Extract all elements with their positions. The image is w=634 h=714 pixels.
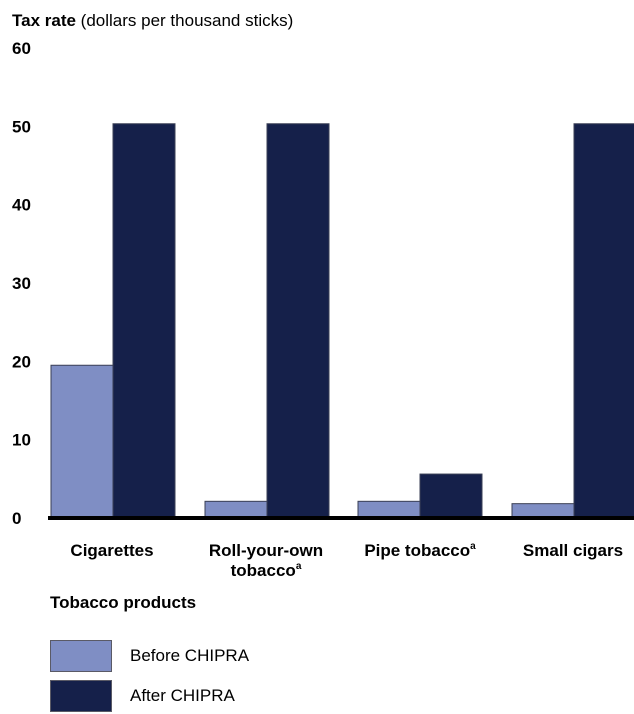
- footnote-marker: a: [470, 541, 476, 552]
- bar-before-3: [511, 503, 575, 519]
- y-tick-label: 0: [12, 509, 21, 528]
- chart-title: Tax rate (dollars per thousand sticks): [12, 11, 293, 30]
- chart-title-bold: Tax rate: [12, 11, 76, 30]
- bar-after-3: [573, 123, 634, 519]
- bar-after-0: [112, 123, 176, 519]
- footnote-marker: a: [296, 561, 302, 572]
- legend-item-before: Before CHIPRA: [50, 640, 350, 674]
- legend-label-after: After CHIPRA: [130, 686, 235, 705]
- bar-after-1: [266, 123, 330, 519]
- y-tick-label: 40: [12, 196, 31, 215]
- bars: [50, 123, 634, 519]
- legend-item-after: After CHIPRA: [50, 680, 350, 714]
- legend-swatch-after: [50, 680, 112, 712]
- y-tick-label: 30: [12, 274, 31, 293]
- y-tick-label: 50: [12, 117, 31, 136]
- x-tick-label: Pipe tobaccoa: [364, 541, 476, 560]
- x-tick-label: Roll-your-own: [209, 541, 323, 560]
- bar-before-2: [357, 500, 421, 519]
- y-tick-label: 60: [12, 39, 31, 58]
- bar-before-0: [50, 364, 114, 519]
- bar-after-2: [419, 473, 483, 519]
- x-tick-label: Small cigars: [523, 541, 623, 560]
- y-axis-ticks: 0 10 20 30 40 50 60: [12, 39, 31, 528]
- x-tick-label: Cigarettes: [70, 541, 153, 560]
- y-tick-label: 10: [12, 431, 31, 450]
- legend-swatch-before: [50, 640, 112, 672]
- y-tick-label: 20: [12, 352, 31, 371]
- legend-label-before: Before CHIPRA: [130, 646, 250, 665]
- bar-before-1: [204, 500, 268, 519]
- chart-title-rest: (dollars per thousand sticks): [76, 11, 293, 30]
- x-tick-label: tobaccoa: [231, 561, 302, 580]
- x-axis-title: Tobacco products: [50, 593, 197, 612]
